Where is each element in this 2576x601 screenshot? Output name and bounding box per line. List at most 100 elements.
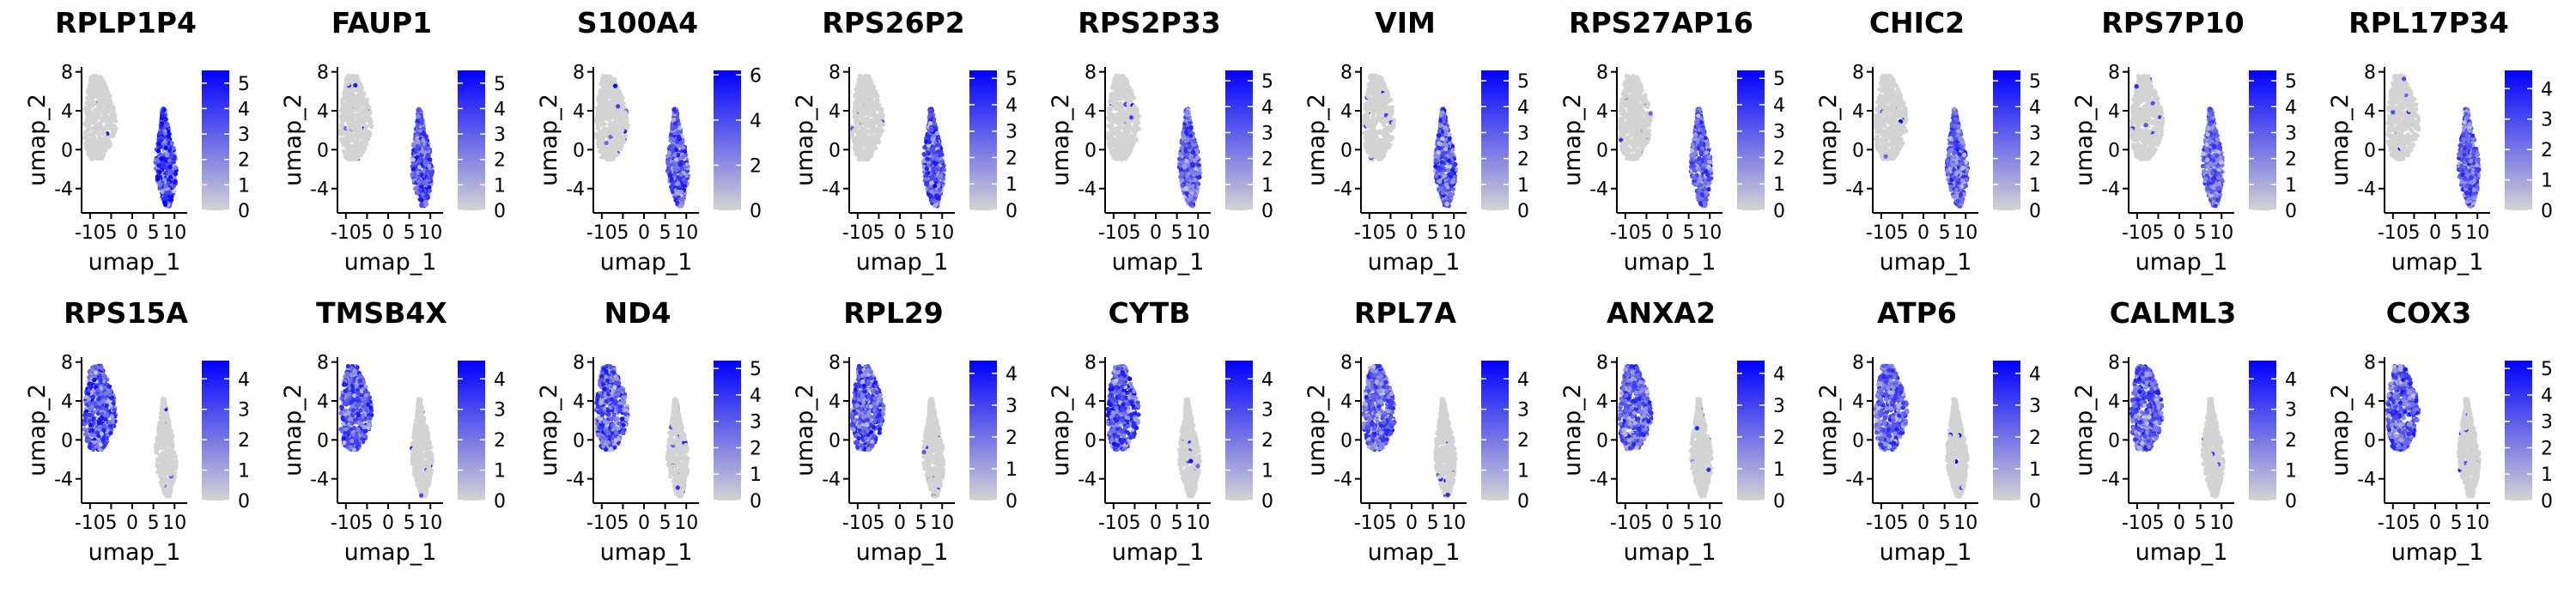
x-tick-label: 5 xyxy=(361,222,373,244)
data-point xyxy=(354,108,358,112)
data-point xyxy=(423,200,428,204)
data-point xyxy=(1130,133,1134,137)
data-point xyxy=(930,190,934,194)
data-point xyxy=(927,140,932,144)
data-point xyxy=(879,122,884,126)
data-point xyxy=(594,117,598,121)
data-point xyxy=(933,184,937,188)
data-point xyxy=(164,117,168,121)
data-point xyxy=(603,113,607,118)
data-point xyxy=(427,164,431,168)
data-point xyxy=(342,118,346,123)
data-point xyxy=(622,105,626,109)
data-point xyxy=(926,171,930,175)
data-point xyxy=(683,180,687,185)
data-point xyxy=(860,137,864,142)
y-tick-label: 8 xyxy=(573,63,585,84)
data-point xyxy=(353,83,357,88)
data-point xyxy=(361,143,365,148)
data-point xyxy=(173,172,178,176)
x-tick-label: 5 xyxy=(105,222,117,244)
data-point xyxy=(679,190,683,194)
data-point xyxy=(349,156,353,161)
data-point xyxy=(605,141,609,145)
data-point xyxy=(856,150,860,155)
data-point xyxy=(866,94,871,99)
panel-title: RPS26P2 xyxy=(822,6,964,39)
y-axis-title: umap_2 xyxy=(24,94,51,186)
data-point xyxy=(167,158,172,162)
data-point xyxy=(858,88,862,92)
data-point xyxy=(866,129,871,133)
data-point xyxy=(357,86,361,90)
data-point xyxy=(598,130,602,134)
data-point xyxy=(159,124,163,128)
data-point xyxy=(166,181,170,185)
data-point xyxy=(922,153,927,157)
data-point xyxy=(352,144,356,149)
data-point xyxy=(363,130,368,134)
data-point xyxy=(850,135,854,139)
data-point xyxy=(878,131,882,135)
colorbar-tick-label: 3 xyxy=(1005,122,1018,143)
data-point xyxy=(623,110,627,114)
data-point xyxy=(343,94,347,99)
data-point xyxy=(163,166,167,170)
data-point xyxy=(419,203,423,207)
data-point xyxy=(420,149,424,154)
data-point xyxy=(1109,124,1114,129)
data-point xyxy=(96,156,100,161)
data-point xyxy=(935,167,939,172)
data-point xyxy=(600,89,605,94)
data-point xyxy=(938,188,942,192)
data-point xyxy=(1122,135,1127,139)
panel-title: RPLP1P4 xyxy=(55,6,197,39)
colorbar-tick-label: 5 xyxy=(494,74,506,95)
data-point xyxy=(354,120,358,124)
data-point xyxy=(87,126,91,131)
data-point xyxy=(1109,93,1114,97)
y-tick-label: 4 xyxy=(317,101,329,123)
data-point xyxy=(88,137,93,141)
colorbar-tick-label: 2 xyxy=(1005,148,1018,169)
x-tick-label: -10 xyxy=(331,222,361,244)
feature-plot-s100a4: S100A4840-4-10 5 0 5 10umap_1umap_20246 xyxy=(536,6,762,276)
data-point xyxy=(365,102,369,106)
data-point xyxy=(1117,83,1121,88)
data-point xyxy=(934,154,939,158)
data-point xyxy=(356,135,361,139)
data-point xyxy=(872,130,876,134)
data-point xyxy=(416,144,420,149)
colorbar-tick-label: 5 xyxy=(238,74,250,95)
data-point xyxy=(608,122,612,126)
data-point xyxy=(170,141,174,145)
data-point xyxy=(167,171,171,175)
data-point xyxy=(428,189,432,193)
data-point xyxy=(417,165,422,169)
data-point xyxy=(602,146,606,150)
data-point xyxy=(1119,108,1123,112)
y-tick-label: 4 xyxy=(573,101,585,123)
data-point xyxy=(1134,137,1139,142)
data-points xyxy=(1106,74,1202,209)
data-point xyxy=(852,128,856,132)
data-point xyxy=(164,146,168,150)
y-tick-label: -4 xyxy=(54,179,73,201)
data-point xyxy=(418,129,422,133)
data-point xyxy=(102,147,106,151)
y-tick-label: 0 xyxy=(573,140,585,161)
data-point xyxy=(615,141,619,145)
data-point xyxy=(866,147,870,151)
data-point xyxy=(172,156,176,161)
data-point xyxy=(414,149,418,153)
data-point xyxy=(363,124,368,128)
panel-title: FAUP1 xyxy=(331,6,432,39)
data-point xyxy=(173,166,178,170)
data-point xyxy=(1117,96,1121,100)
y-tick-label: -4 xyxy=(310,179,329,201)
data-point xyxy=(88,122,92,126)
data-point xyxy=(1127,128,1132,132)
colorbar-tick-label: 2 xyxy=(750,155,762,177)
x-tick-label: 0 xyxy=(382,222,394,244)
